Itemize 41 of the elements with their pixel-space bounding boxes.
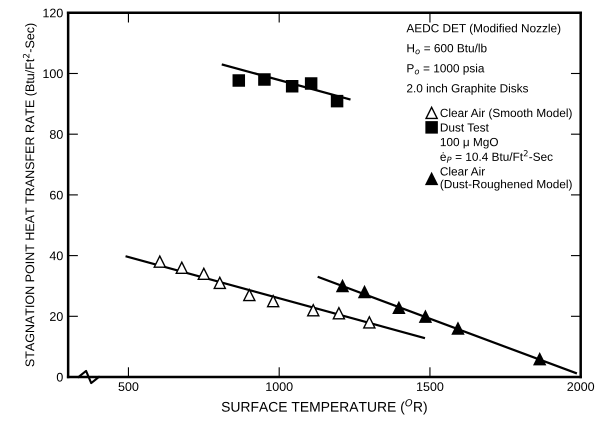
y-tick-label: 120 — [43, 8, 63, 18]
y-tick-label: 60 — [50, 190, 63, 200]
legend-label: Dust Test — [440, 123, 489, 132]
y-tick-label: 20 — [50, 312, 63, 321]
point — [452, 322, 464, 335]
y-tick-label: 40 — [50, 251, 63, 260]
legend-label: Clear Air (Dust-Roughened Model) — [440, 166, 572, 191]
x-tick-label: 1500 — [416, 382, 444, 392]
point — [533, 352, 546, 366]
annotation: AEDC DET (Modified Nozzle) — [406, 24, 560, 35]
x-tick-label: 2000 — [567, 382, 594, 392]
x-tick-label: 1000 — [266, 382, 293, 392]
y-tick-label: 80 — [50, 130, 63, 139]
point — [332, 307, 346, 320]
point — [419, 310, 432, 323]
point — [176, 261, 188, 274]
point — [286, 80, 298, 92]
point — [336, 280, 349, 292]
y-tick-label: 100 — [43, 69, 63, 78]
point — [154, 255, 166, 268]
point — [266, 294, 280, 308]
point — [258, 73, 271, 86]
annotation: 100 μ MgO ė$_{P}$ = 10.4 Btu/Ft$^{2}$-Sec — [440, 138, 553, 163]
point — [243, 288, 256, 302]
annotation: 2.0 inch Graphite Disks — [407, 84, 528, 95]
annotation: H$_{o}$ = 600 Btu/lb — [407, 44, 487, 54]
annotation: P$_{o}$ = 1000 psia — [407, 64, 484, 75]
x-axis-title: SURFACE TEMPERATURE ($^{O}$R) — [222, 399, 427, 414]
point — [304, 77, 318, 90]
x-tick-label: 500 — [118, 382, 138, 392]
point — [232, 74, 246, 87]
y-axis-title: STAGNATION POINT HEAT TRANSFER RATE (Btu/Ft$^{2}$-Sec) — [22, 24, 37, 367]
point — [198, 268, 210, 280]
y-tick-label: 0 — [56, 372, 63, 382]
legend-label: Clear Air (Smooth Model) — [440, 108, 572, 120]
point — [214, 276, 226, 290]
point — [358, 286, 371, 298]
point — [330, 94, 344, 108]
point — [363, 316, 376, 329]
point — [392, 302, 406, 314]
point — [307, 304, 320, 316]
